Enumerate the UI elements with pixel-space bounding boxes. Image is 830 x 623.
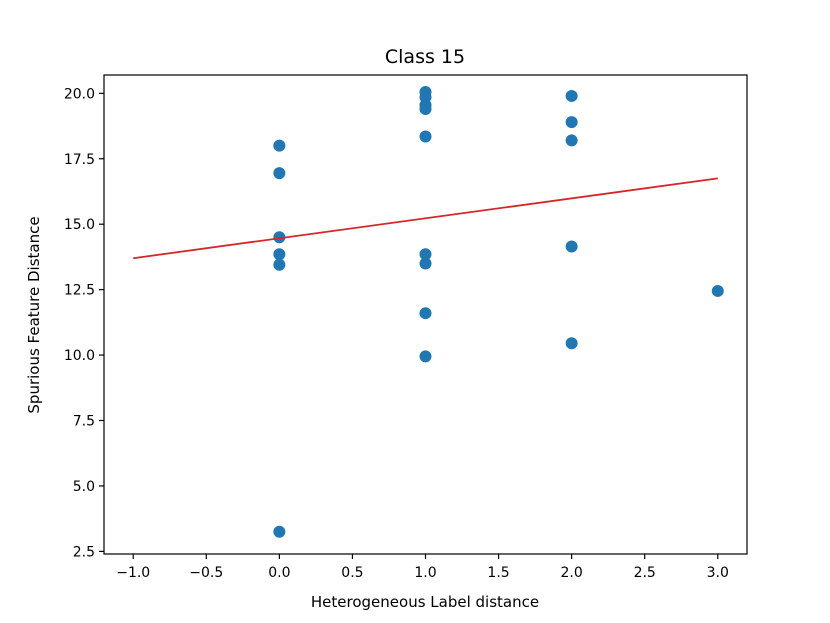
x-tick-label: 2.5: [634, 565, 656, 581]
scatter-point: [419, 307, 432, 320]
x-tick-label: 3.0: [707, 565, 729, 581]
y-tick-label: 15.0: [64, 217, 95, 233]
y-axis-label: Spurious Feature Distance: [25, 216, 43, 413]
scatter-point: [419, 248, 432, 261]
scatter-point: [565, 337, 578, 350]
scatter-point: [273, 258, 286, 271]
chart-title: Class 15: [385, 46, 465, 68]
x-tick-label: 0.5: [341, 565, 363, 581]
scatter-point: [419, 350, 432, 363]
y-axis-ticks: 2.5 5.0 7.5 10.0 12.5 15.0 17.5 20.0: [64, 86, 104, 560]
x-axis-label: Heterogeneous Label distance: [311, 593, 539, 611]
x-axis-ticks: −1.0 −0.5 0.0 0.5 1.0 1.5 2.0 2.5 3.0: [116, 554, 729, 581]
scatter-point: [419, 103, 432, 116]
x-tick-label: 1.0: [414, 565, 436, 581]
scatter-point: [565, 134, 578, 147]
y-tick-label: 20.0: [64, 86, 95, 102]
y-tick-label: 2.5: [73, 544, 95, 560]
x-tick-label: 1.5: [487, 565, 509, 581]
scatter-point: [565, 116, 578, 129]
scatter-point: [273, 167, 286, 180]
y-tick-label: 12.5: [64, 283, 95, 299]
scatter-point: [565, 240, 578, 253]
data-marks: [133, 86, 724, 538]
x-tick-label: 0.0: [268, 565, 290, 581]
y-tick-label: 17.5: [64, 152, 95, 168]
scatter-point: [419, 130, 432, 143]
scatter-point: [565, 89, 578, 102]
scatter-point: [273, 231, 286, 244]
x-tick-label: 2.0: [561, 565, 583, 581]
y-tick-label: 10.0: [64, 348, 95, 364]
scatter-point: [273, 525, 286, 538]
scatter-point: [273, 139, 286, 152]
y-tick-label: 7.5: [73, 414, 95, 430]
x-tick-label: −1.0: [116, 565, 150, 581]
scatter-point: [711, 284, 724, 297]
scatter-point: [273, 248, 286, 261]
regression-line: [133, 177, 718, 260]
x-tick-label: −0.5: [189, 565, 223, 581]
y-tick-label: 5.0: [73, 479, 95, 495]
scatter-point: [419, 257, 432, 270]
